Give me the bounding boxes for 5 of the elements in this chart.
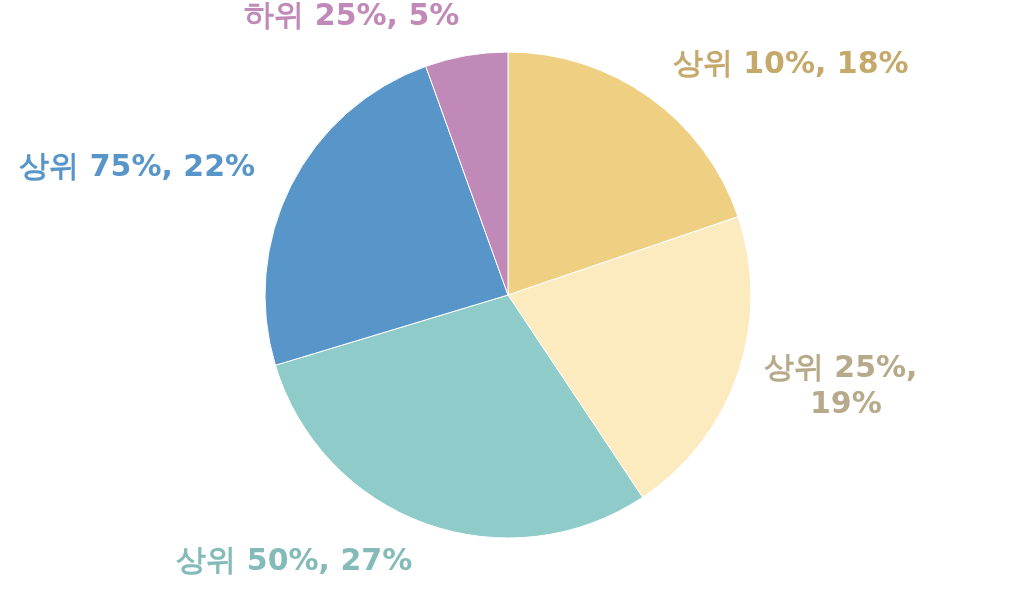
slice-label: 상위 25%, 19% (763, 348, 928, 420)
slice-label: 상위 50%, 27% (176, 541, 413, 577)
slice-label: 상위 75%, 22% (19, 148, 256, 184)
slice-label: 상위 10%, 18% (672, 45, 909, 81)
slice-label: 하위 25%, 5% (244, 0, 460, 32)
